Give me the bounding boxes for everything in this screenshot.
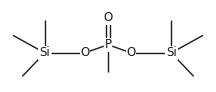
Text: P: P: [105, 38, 111, 51]
Text: O: O: [126, 46, 136, 59]
Text: Si: Si: [166, 46, 177, 59]
Text: O: O: [103, 11, 113, 24]
Text: O: O: [80, 46, 90, 59]
Text: Si: Si: [39, 46, 50, 59]
